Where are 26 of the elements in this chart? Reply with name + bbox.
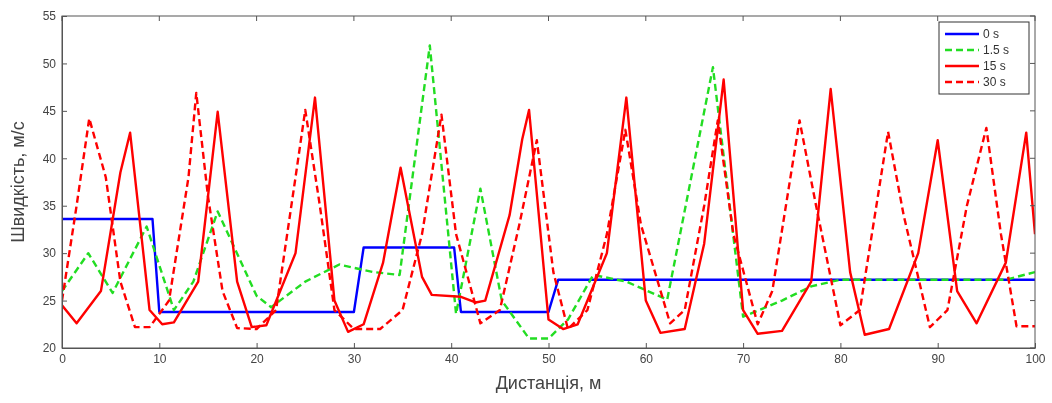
legend-label: 1.5 s: [983, 43, 1010, 57]
y-tick-label: 55: [42, 9, 57, 24]
x-tick-label: 70: [736, 351, 751, 366]
x-tick-label: 30: [347, 351, 362, 366]
y-tick-label: 50: [42, 56, 57, 71]
y-tick-label: 20: [42, 341, 57, 356]
line-series: [62, 217, 1035, 314]
legend-label: 15 s: [983, 59, 1006, 73]
y-tick-label: 45: [42, 104, 57, 119]
y-tick-label: 30: [42, 246, 57, 261]
y-tick-label: 25: [42, 293, 57, 308]
x-tick-label: 90: [931, 351, 946, 366]
x-tick-label: 50: [542, 351, 556, 366]
x-tick-label: 40: [445, 351, 459, 366]
y-tick-label: 35: [42, 199, 57, 214]
legend-label: 0 s: [983, 27, 1000, 41]
x-tick-label: 20: [250, 351, 265, 366]
y-axis-title: Швидкість, м/с: [8, 121, 28, 243]
y-tick-label: 40: [42, 151, 57, 166]
x-axis-title: Дистанція, м: [495, 373, 602, 393]
x-tick-label: 10: [153, 351, 167, 366]
x-tick-label: 80: [834, 351, 848, 366]
x-tick-label: 100: [1025, 351, 1046, 366]
x-tick-label: 60: [639, 351, 654, 366]
legend-label: 30 s: [983, 75, 1006, 89]
x-tick-label: 0: [59, 351, 67, 366]
